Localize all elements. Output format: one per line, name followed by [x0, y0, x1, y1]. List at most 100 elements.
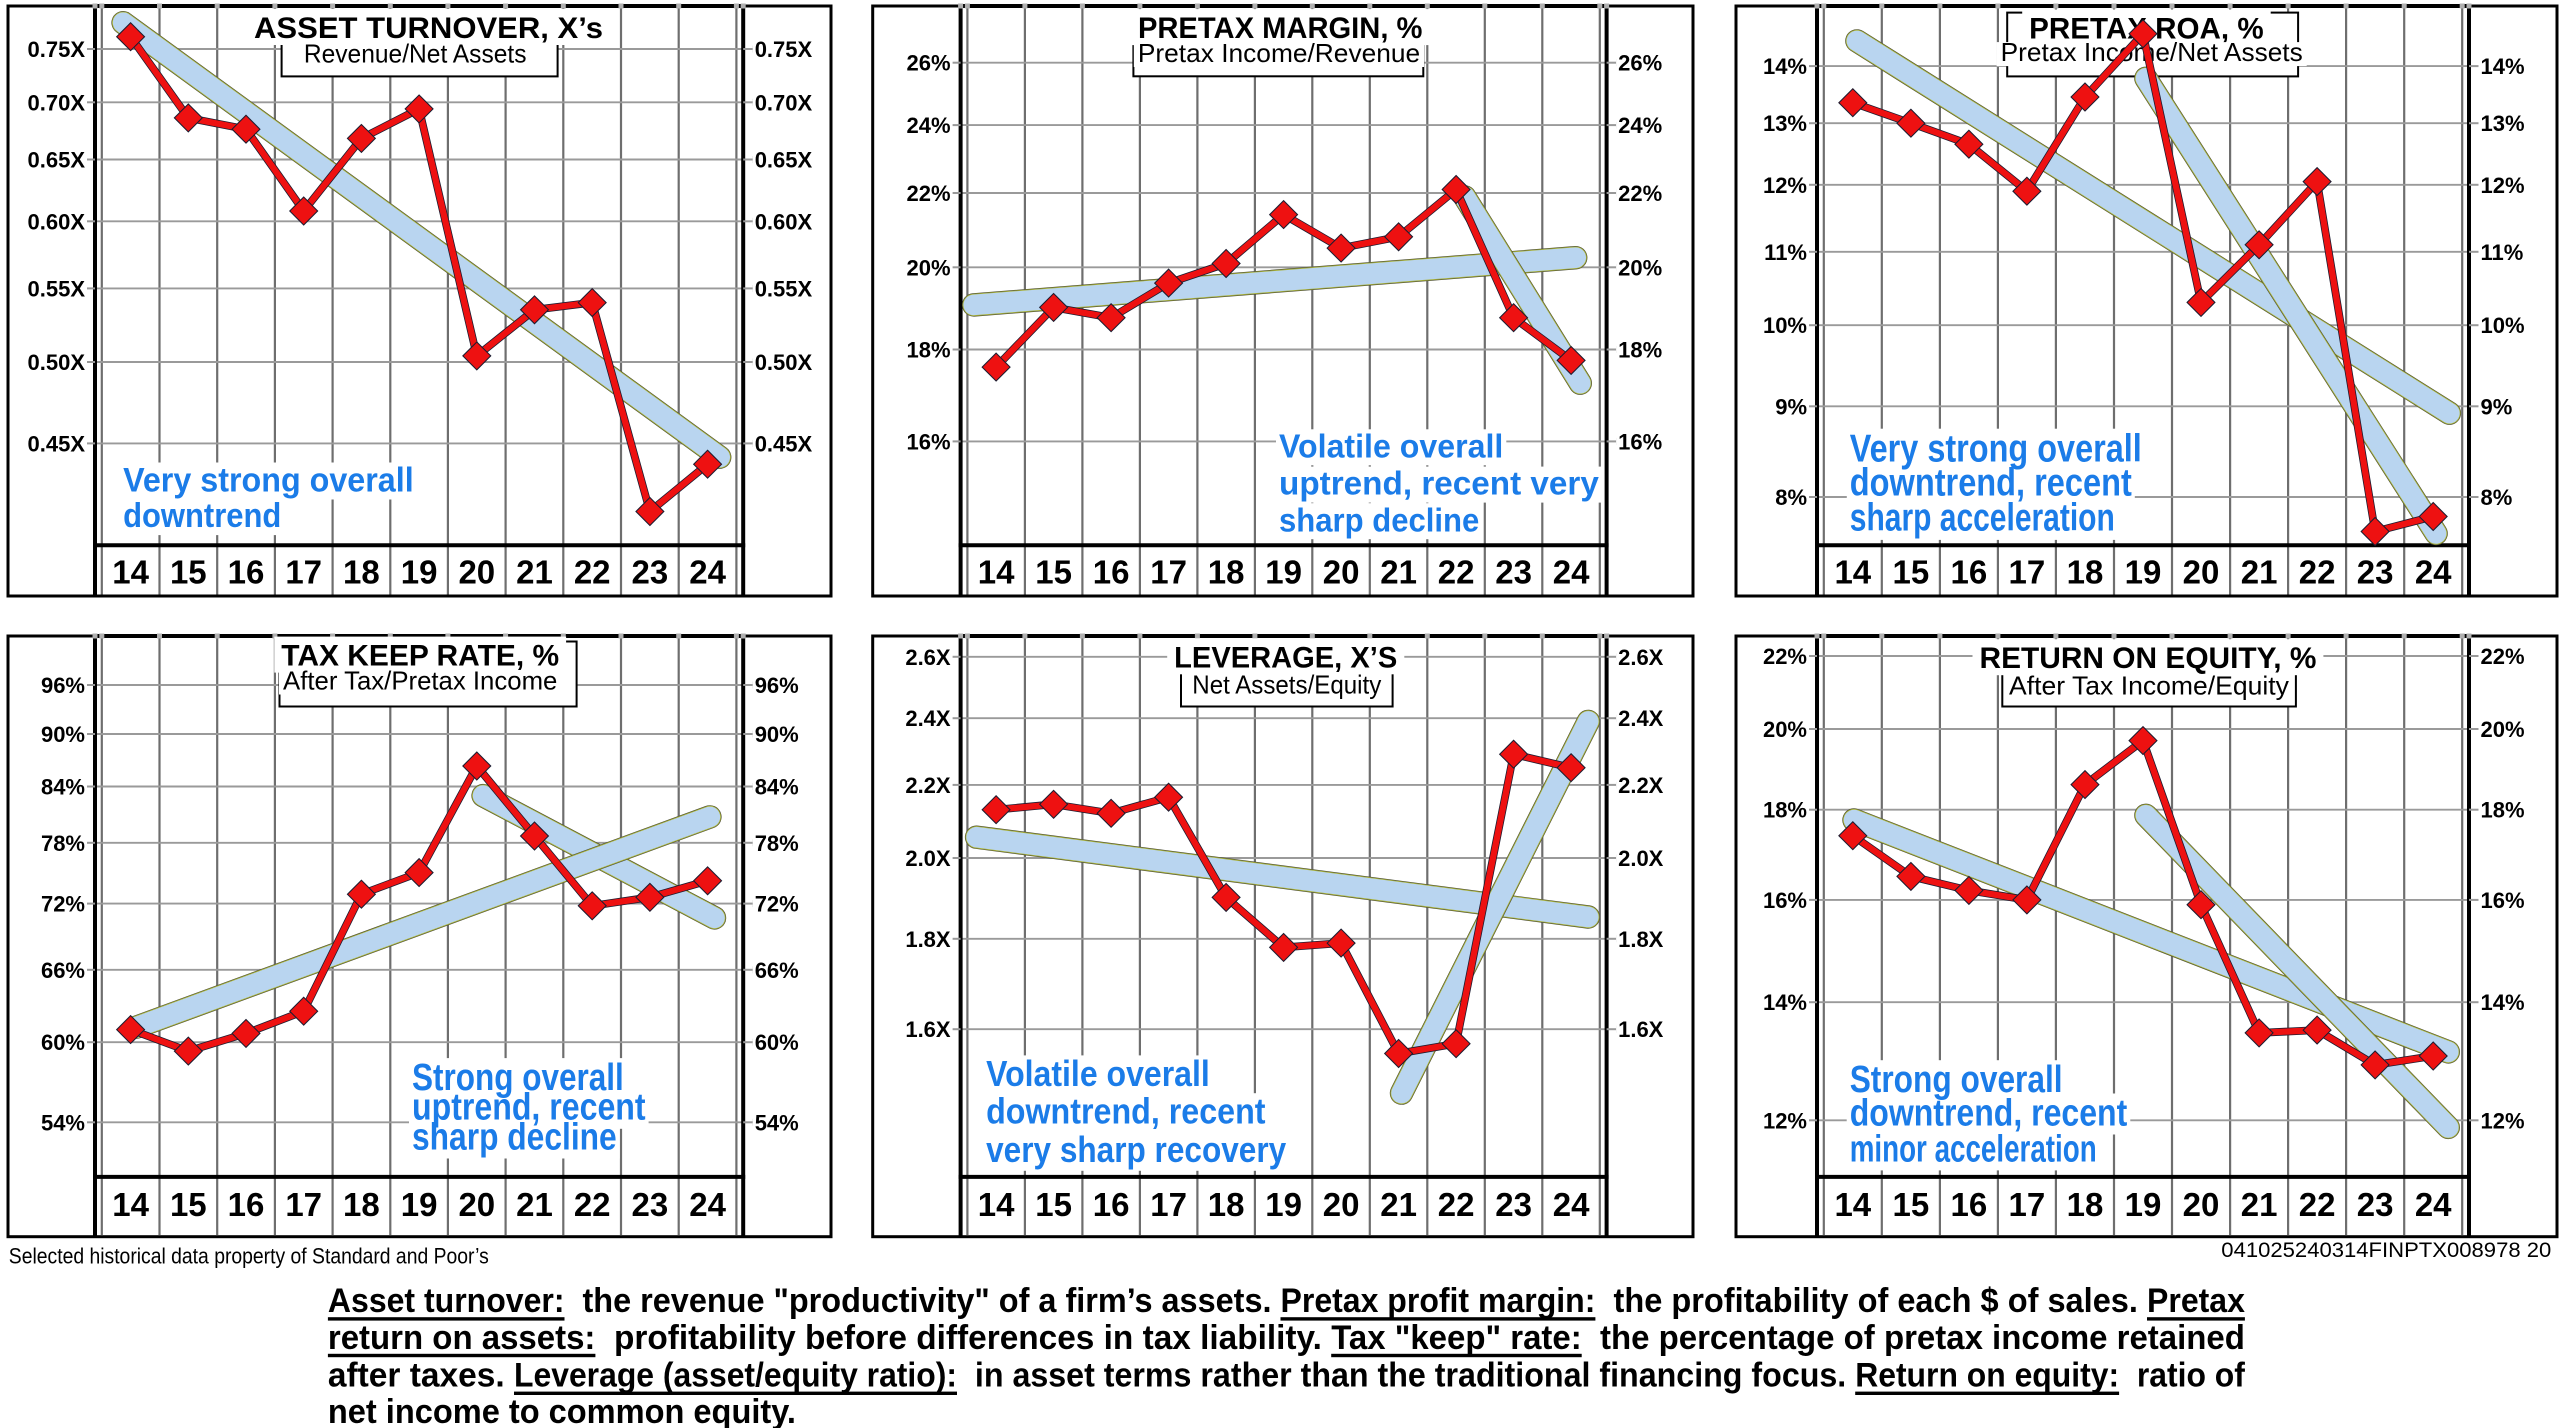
svg-text:17: 17: [285, 554, 322, 591]
svg-text:TAX KEEP RATE, %: TAX KEEP RATE, %: [281, 640, 559, 673]
svg-text:90%: 90%: [755, 722, 799, 747]
svg-text:16%: 16%: [2481, 888, 2525, 913]
svg-text:Pretax Income/Revenue: Pretax Income/Revenue: [1138, 38, 1420, 68]
svg-text:20: 20: [1323, 554, 1360, 591]
svg-text:in asset terms rather than the: in asset terms rather than the tradition…: [957, 1357, 1855, 1395]
svg-text:14%: 14%: [1763, 54, 1807, 79]
svg-text:uptrend, recent: uptrend, recent: [412, 1087, 646, 1129]
svg-text:66%: 66%: [41, 958, 85, 983]
svg-text:26%: 26%: [1618, 51, 1662, 76]
svg-text:Pretax: Pretax: [2147, 1282, 2245, 1320]
svg-text:17: 17: [1150, 1186, 1187, 1223]
svg-text:14: 14: [1834, 554, 1871, 591]
svg-text:16%: 16%: [907, 429, 951, 454]
svg-text:18: 18: [343, 554, 380, 591]
svg-text:12%: 12%: [1763, 1108, 1807, 1133]
svg-text:23: 23: [632, 1186, 669, 1223]
svg-text:15: 15: [170, 554, 207, 591]
svg-text:23: 23: [2357, 554, 2394, 591]
svg-text:23: 23: [2357, 1186, 2394, 1223]
svg-text:16: 16: [1951, 554, 1988, 591]
svg-text:60%: 60%: [41, 1030, 85, 1055]
svg-text:26%: 26%: [907, 51, 951, 76]
svg-text:sharp decline: sharp decline: [1279, 501, 1479, 538]
svg-text:Selected historical data prope: Selected historical data property of Sta…: [9, 1244, 489, 1269]
svg-text:78%: 78%: [41, 831, 85, 856]
svg-text:9%: 9%: [1775, 394, 1807, 419]
svg-text:17: 17: [285, 1186, 322, 1223]
svg-text:profitability before differenc: profitability before differences in tax …: [595, 1319, 1331, 1357]
svg-text:22: 22: [574, 554, 611, 591]
svg-text:19: 19: [2125, 1186, 2162, 1223]
svg-text:22: 22: [1438, 554, 1475, 591]
svg-text:0.50X: 0.50X: [755, 350, 813, 375]
svg-text:14%: 14%: [2481, 990, 2525, 1015]
svg-text:11%: 11%: [2481, 240, 2524, 265]
svg-text:16: 16: [228, 554, 265, 591]
svg-text:66%: 66%: [755, 958, 799, 983]
svg-text:12%: 12%: [2481, 173, 2525, 198]
svg-text:0.50X: 0.50X: [28, 350, 86, 375]
svg-text:20: 20: [2183, 1186, 2220, 1223]
svg-text:19: 19: [401, 554, 438, 591]
svg-text:0.45X: 0.45X: [755, 431, 813, 456]
svg-text:21: 21: [2241, 554, 2278, 591]
svg-text:24: 24: [1553, 1186, 1590, 1223]
svg-text:0.65X: 0.65X: [28, 148, 86, 173]
svg-text:15: 15: [1893, 554, 1930, 591]
svg-text:net income to common equity.: net income to common equity.: [328, 1393, 796, 1428]
svg-text:84%: 84%: [41, 775, 85, 800]
svg-text:18: 18: [343, 1186, 380, 1223]
svg-text:18: 18: [1208, 1186, 1245, 1223]
svg-text:0.45X: 0.45X: [28, 431, 86, 456]
svg-text:16%: 16%: [1618, 429, 1662, 454]
svg-text:96%: 96%: [41, 673, 85, 698]
svg-text:downtrend, recent: downtrend, recent: [1850, 1092, 2128, 1134]
svg-text:15: 15: [1035, 554, 1072, 591]
svg-text:84%: 84%: [755, 775, 799, 800]
svg-text:14%: 14%: [2481, 54, 2525, 79]
svg-text:sharp decline: sharp decline: [412, 1116, 617, 1158]
svg-text:17: 17: [2009, 1186, 2046, 1223]
svg-text:20: 20: [2183, 554, 2220, 591]
svg-text:19: 19: [2125, 554, 2162, 591]
svg-text:22%: 22%: [1618, 181, 1662, 206]
svg-text:Volatile overall: Volatile overall: [986, 1053, 1210, 1094]
svg-text:0.75X: 0.75X: [28, 37, 86, 62]
svg-text:18: 18: [2067, 1186, 2104, 1223]
svg-text:Revenue/Net Assets: Revenue/Net Assets: [304, 38, 527, 68]
svg-text:20: 20: [1323, 1186, 1360, 1223]
svg-text:19: 19: [401, 1186, 438, 1223]
svg-text:the percentage of pretax incom: the percentage of pretax income retained: [1582, 1319, 2245, 1357]
svg-text:downtrend: downtrend: [123, 497, 281, 535]
svg-text:17: 17: [2009, 554, 2046, 591]
svg-text:96%: 96%: [755, 673, 799, 698]
svg-text:0.60X: 0.60X: [28, 209, 86, 234]
svg-text:downtrend, recent: downtrend, recent: [986, 1091, 1265, 1132]
svg-text:1.8X: 1.8X: [905, 927, 951, 952]
svg-text:14: 14: [978, 1186, 1015, 1223]
svg-text:the revenue "productivity" of: the revenue "productivity" of a firm’s a…: [565, 1282, 1281, 1320]
svg-text:10%: 10%: [2481, 313, 2525, 338]
svg-text:20%: 20%: [2481, 717, 2525, 742]
svg-text:return on assets:: return on assets:: [328, 1319, 596, 1357]
svg-text:18: 18: [2067, 554, 2104, 591]
svg-text:2.0X: 2.0X: [905, 846, 951, 871]
svg-text:16: 16: [1093, 1186, 1130, 1223]
svg-text:20: 20: [458, 1186, 495, 1223]
svg-text:1.6X: 1.6X: [905, 1017, 951, 1042]
svg-text:24%: 24%: [1618, 113, 1662, 138]
svg-text:23: 23: [1495, 1186, 1532, 1223]
svg-text:12%: 12%: [1763, 173, 1807, 198]
svg-text:Volatile overall: Volatile overall: [1279, 427, 1503, 464]
svg-text:14: 14: [978, 554, 1015, 591]
svg-text:14: 14: [112, 554, 149, 591]
svg-text:minor acceleration: minor acceleration: [1850, 1128, 2097, 1170]
svg-text:LEVERAGE, X’S: LEVERAGE, X’S: [1174, 641, 1397, 674]
svg-text:12%: 12%: [2481, 1108, 2525, 1133]
svg-text:19: 19: [1265, 554, 1302, 591]
svg-text:17: 17: [1150, 554, 1187, 591]
svg-text:uptrend, recent very: uptrend, recent very: [1279, 465, 1600, 502]
svg-text:18%: 18%: [1618, 338, 1662, 363]
svg-text:22%: 22%: [1763, 644, 1807, 669]
